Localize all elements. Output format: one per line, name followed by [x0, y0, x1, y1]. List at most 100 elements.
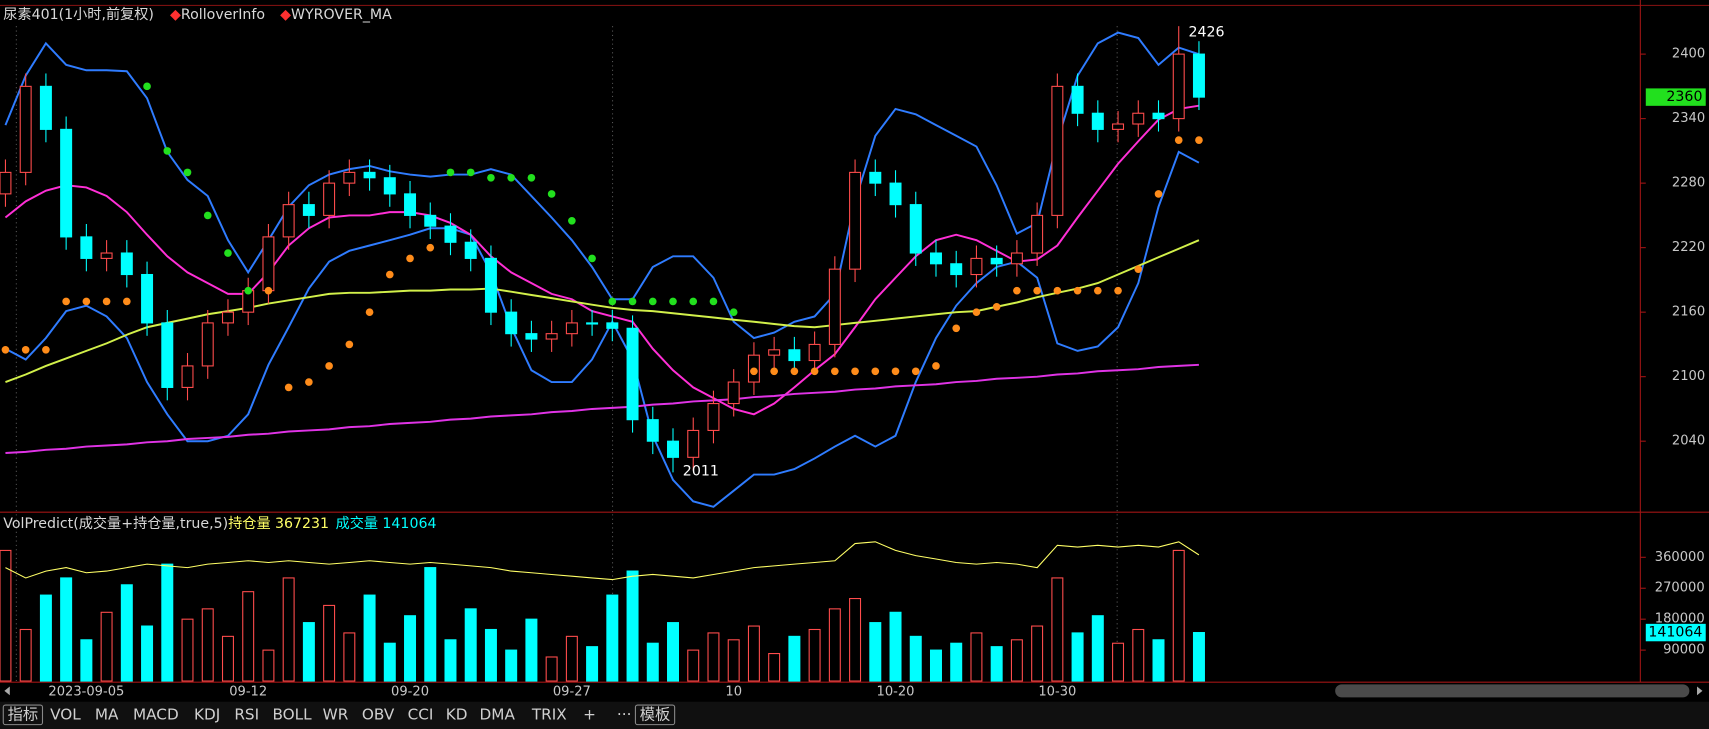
volume-bar	[545, 656, 558, 682]
volume-bar	[60, 577, 73, 682]
volume-bar	[201, 608, 214, 682]
candle-body	[221, 311, 234, 324]
volume-header: VolPredict(成交量+持仓量,true,5)持仓量 367231 成交量 14…	[3, 515, 436, 532]
indicator-line	[4, 104, 1200, 416]
sar-dot	[325, 362, 333, 370]
sar-dot	[628, 297, 637, 306]
candle-body	[970, 257, 983, 276]
candle-body	[262, 236, 275, 292]
sar-dot	[143, 82, 151, 91]
sar-dot	[547, 190, 556, 198]
tab-frame	[634, 704, 676, 726]
volume-bar	[869, 622, 882, 682]
y-tick-label: 2100	[1672, 369, 1705, 384]
candle-body	[363, 171, 376, 179]
candle-body	[707, 403, 720, 431]
toolbar-tab[interactable]: RSI	[234, 705, 259, 723]
indicator-bullet: ◆	[280, 7, 291, 23]
toolbar-tab[interactable]: +	[583, 705, 596, 723]
candle-body	[60, 128, 73, 238]
sar-dot	[750, 367, 758, 376]
sar-dot	[507, 173, 515, 182]
sar-dot	[952, 324, 961, 333]
volume-bar	[424, 567, 437, 682]
sar-dot	[911, 367, 920, 376]
toolbar-tab[interactable]: 指标	[8, 705, 39, 723]
legend-name: 持仓量	[228, 516, 270, 532]
candle-body	[201, 322, 214, 367]
candle-body	[1132, 112, 1145, 125]
volume-bar	[606, 594, 619, 682]
candle-body	[667, 440, 680, 458]
toolbar-tab[interactable]: WR	[323, 705, 349, 723]
sar-dot	[1093, 286, 1102, 295]
volume-bar	[181, 618, 194, 682]
sar-dot	[203, 211, 212, 220]
candle-body	[100, 252, 113, 259]
volume-bar	[1192, 632, 1205, 682]
sar-dot	[244, 286, 253, 295]
candle-body	[1192, 53, 1205, 98]
candle-body	[565, 322, 578, 335]
y-tick-label: 2280	[1672, 176, 1705, 191]
y-tick-label: 2340	[1672, 111, 1705, 126]
toolbar-tab[interactable]: KD	[446, 705, 468, 723]
volume-bar	[262, 649, 275, 682]
sar-dot	[82, 297, 91, 306]
y-tick-label: 2220	[1672, 240, 1705, 255]
volume-bar	[1010, 639, 1023, 682]
volume-bar	[404, 615, 417, 682]
candle-body	[606, 322, 619, 329]
indicator-name[interactable]: WYROVER_MA	[291, 7, 392, 23]
toolbar-tab[interactable]: BOLL	[272, 705, 312, 723]
toolbar-tab[interactable]: MACD	[133, 705, 179, 723]
sar-dot	[1134, 265, 1143, 273]
volume-title: VolPredict(成交量+持仓量,true,5)	[3, 515, 228, 532]
volume-bar	[282, 577, 295, 682]
low-annotation: 2011	[683, 463, 719, 479]
candle-body	[19, 85, 32, 173]
toolbar-tab[interactable]: ···	[617, 705, 632, 723]
candle-body	[302, 204, 315, 216]
scrollbar[interactable]	[1335, 684, 1690, 698]
toolbar-tab[interactable]: CCI	[408, 705, 434, 723]
candle-body	[161, 322, 174, 388]
x-tick-label: 10	[725, 684, 742, 699]
candle-body	[687, 429, 700, 458]
volume-bar	[525, 618, 538, 682]
candle-body	[768, 349, 781, 356]
sar-dot	[426, 243, 435, 252]
plot-layer: 2040 2100 2160 2220 2280 2340 2400 90000 180000 2…	[0, 25, 1706, 699]
toolbar-tab[interactable]: OBV	[362, 705, 395, 723]
x-tick-label: 10-20	[877, 684, 915, 699]
toolbar-tab[interactable]: DMA	[480, 705, 516, 723]
sar-dot	[669, 297, 677, 306]
y-tick-label: 2040	[1672, 434, 1705, 449]
candle-body	[1051, 85, 1064, 216]
candle-body	[1010, 252, 1023, 265]
toolbar-tab[interactable]: TRIX	[531, 705, 567, 723]
candle-body	[464, 241, 477, 259]
indicator-name[interactable]: RolloverInfo	[181, 7, 265, 23]
tab-frame	[2, 704, 44, 726]
volume-bar	[444, 639, 457, 682]
sar-dot	[932, 362, 940, 370]
toolbar-tab[interactable]: KDJ	[194, 705, 220, 723]
volume-bar	[586, 646, 599, 682]
candle-body	[990, 257, 1003, 265]
volume-bar	[383, 642, 396, 682]
sar-dot	[102, 297, 111, 306]
toolbar-tab[interactable]: 模板	[640, 705, 671, 723]
sar-dot	[446, 168, 455, 177]
candle-body	[404, 193, 417, 216]
candle-body	[484, 257, 497, 313]
sar-dot	[1, 345, 10, 354]
toolbar-tab[interactable]: VOL	[50, 705, 81, 723]
sar-dot	[466, 168, 475, 177]
sar-dot	[790, 367, 799, 376]
volume-bar	[120, 584, 133, 682]
candle-body	[849, 171, 862, 270]
toolbar-tab[interactable]: MA	[95, 705, 119, 723]
candle-body	[505, 311, 518, 335]
volume-bar	[687, 649, 700, 682]
